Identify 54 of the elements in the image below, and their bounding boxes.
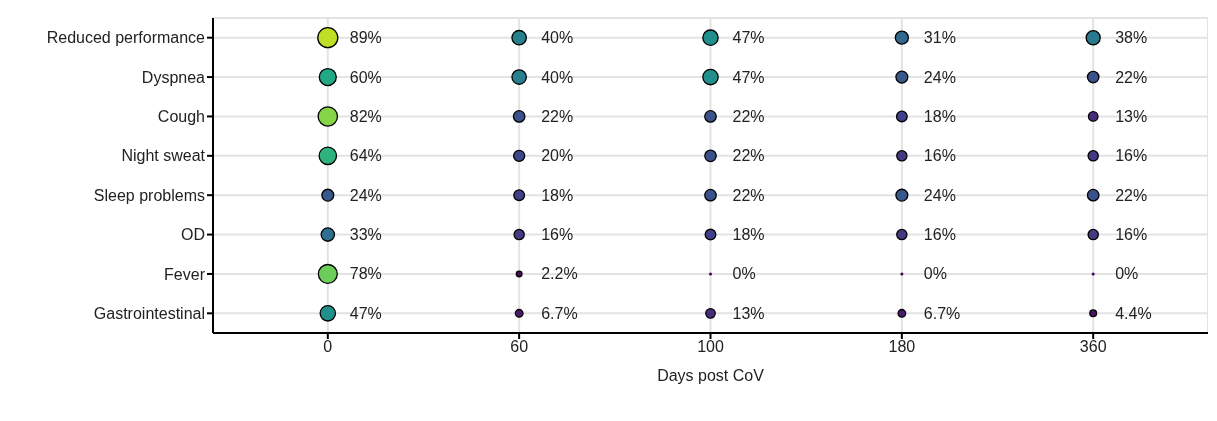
data-label: 24% [923, 186, 956, 204]
data-label: 13% [732, 304, 765, 322]
y-tick-label: OD [181, 226, 205, 244]
data-label: 0% [923, 265, 947, 283]
x-axis-title: Days post CoV [657, 367, 765, 384]
y-tick-label: Sleep problems [93, 186, 205, 204]
data-label: 4.4% [1115, 304, 1152, 322]
data-label: 24% [349, 186, 382, 204]
data-label: 0% [1115, 265, 1139, 283]
x-tick-label: 60 [510, 338, 529, 356]
y-tick-label: Cough [157, 108, 205, 126]
data-label: 82% [349, 107, 382, 125]
y-tick-label: Gastrointestinal [93, 304, 205, 322]
data-label: 20% [541, 147, 574, 165]
data-label: 16% [1115, 147, 1148, 165]
data-label: 40% [541, 29, 574, 47]
data-label: 22% [1115, 186, 1148, 204]
data-label: 89% [349, 29, 382, 47]
data-label: 47% [732, 68, 765, 86]
data-label: 0% [732, 265, 756, 283]
data-label: 22% [541, 107, 574, 125]
data-label: 64% [349, 147, 382, 165]
data-label: 22% [732, 147, 765, 165]
data-label: 22% [732, 107, 765, 125]
data-label: 13% [1115, 107, 1148, 125]
data-label: 47% [732, 29, 765, 47]
data-label: 6.7% [923, 304, 961, 322]
data-label: 31% [923, 29, 956, 47]
data-label: 16% [923, 147, 956, 165]
x-tick-label: 360 [1079, 338, 1107, 356]
data-label: 33% [349, 226, 382, 244]
data-label: 40% [541, 68, 574, 86]
data-label: 78% [349, 265, 382, 283]
data-label: 22% [732, 186, 765, 204]
y-tick-label: Night sweat [121, 147, 206, 165]
data-label: 24% [923, 68, 956, 86]
data-label: 16% [541, 226, 574, 244]
data-label: 47% [349, 304, 382, 322]
x-tick-label: 100 [697, 338, 724, 356]
data-label: 16% [923, 226, 956, 244]
data-label: 60% [349, 68, 382, 86]
data-label: 18% [541, 186, 574, 204]
data-label: 18% [923, 107, 956, 125]
y-tick-label: Dyspnea [141, 68, 206, 86]
data-label: 22% [1115, 68, 1148, 86]
data-label: 2.2% [541, 265, 578, 283]
x-tick-label: 180 [888, 338, 916, 356]
data-label: 16% [1115, 226, 1148, 244]
data-label: 6.7% [541, 304, 578, 322]
data-label: 18% [732, 226, 765, 244]
data-label: 38% [1115, 29, 1148, 47]
y-tick-label: Fever [164, 265, 206, 283]
x-tick-label: 0 [323, 338, 333, 356]
y-tick-label: Reduced performance [46, 29, 206, 47]
